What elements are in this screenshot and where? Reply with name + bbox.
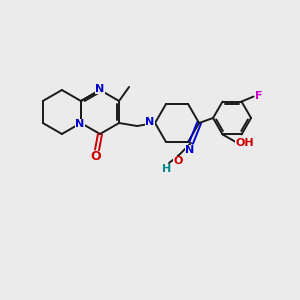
Text: H: H <box>162 164 172 174</box>
Text: OH: OH <box>235 139 254 148</box>
Text: N: N <box>95 84 105 94</box>
Text: O: O <box>173 156 183 166</box>
Text: N: N <box>75 119 85 129</box>
Text: O: O <box>91 151 101 164</box>
Text: N: N <box>185 145 195 155</box>
Text: N: N <box>146 117 155 127</box>
Text: F: F <box>255 91 262 100</box>
